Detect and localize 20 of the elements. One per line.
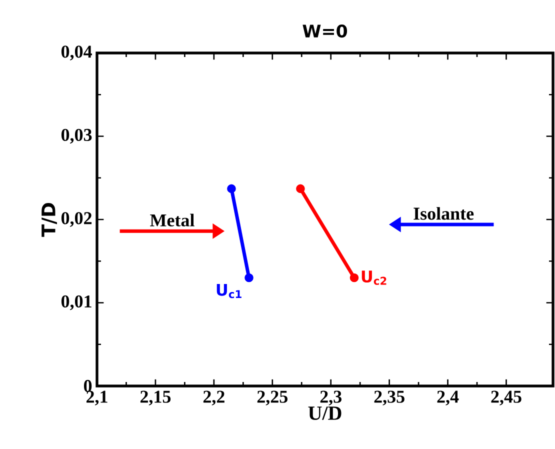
y-axis-title: T/D (42, 202, 57, 237)
y-tick-label: 0 (84, 380, 92, 392)
x-tick-label: 2,4 (437, 390, 459, 406)
y-tick-label: 0,01 (61, 295, 92, 310)
annotation: Isolante (414, 207, 474, 220)
x-tick-label: 2,45 (491, 390, 522, 406)
x-tick-label: 2,1 (86, 390, 108, 406)
x-tick-label: 2,15 (140, 390, 171, 406)
y-tick-label: 0,02 (61, 212, 92, 227)
series-label: U$_{c2}$ (362, 270, 386, 285)
x-tick-label: 2,25 (257, 390, 288, 406)
y-tick-label: 0,03 (61, 128, 92, 144)
x-tick-label: 2,2 (203, 390, 224, 406)
chart-title: W=0 (302, 24, 348, 38)
x-tick-label: 2,3 (320, 390, 342, 406)
x-axis-title: U/D (308, 406, 342, 420)
x-tick-label: 2,35 (374, 390, 404, 406)
annotation: Metal (150, 214, 194, 226)
y-tick-label: 0,04 (61, 46, 92, 60)
series-label: U$_{c1}$ (216, 284, 242, 298)
